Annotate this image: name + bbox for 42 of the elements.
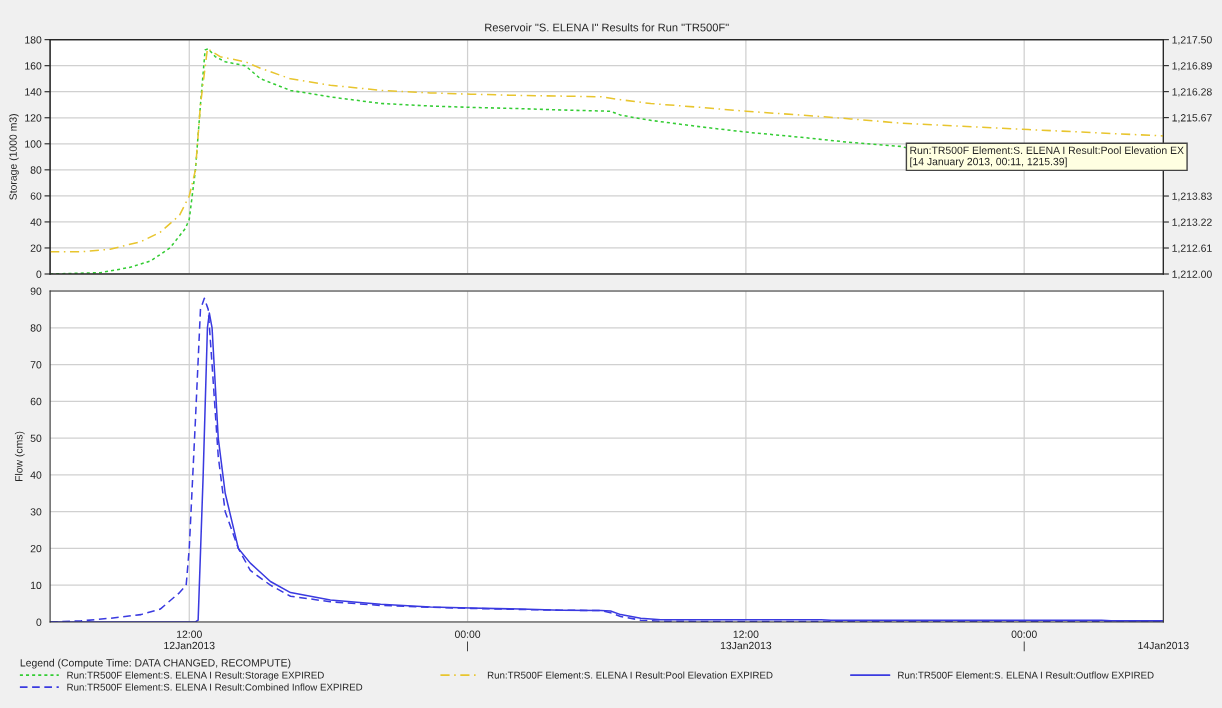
y-tick-label: 0 [36,270,42,278]
y2-tick-label: 1,215.67 [1172,114,1212,123]
legend-label: Run:TR500F Element:S. ELENA I Result:Outflow EXPIRED [898,671,1154,679]
y-tick-label: 100 [25,140,42,148]
y-tick-label: 40 [30,471,42,479]
y2-tick-label: 1,212.61 [1172,244,1212,254]
x-tick-label: 14Jan2013 [1138,641,1189,650]
legend-label: Run:TR500F Element:S. ELENA I Result:Combined Inflow EXPIRED [67,683,363,691]
y2-tick-label: 1,213.83 [1172,192,1212,202]
y-tick-label: 60 [30,192,42,200]
y-tick-label: 180 [25,36,42,44]
y-tick-label: 20 [30,244,42,252]
y2-tick-label: 1,216.89 [1172,62,1212,71]
x-tick-label: 12:00 12Jan2013 [164,630,215,650]
x-tick-label: 12:00 13Jan2013 [720,630,772,650]
y-tick-label: 80 [30,166,42,174]
legend-label: Run:TR500F Element:S. ELENA I Result:Storage EXPIRED [67,671,324,681]
y-tick-label: 140 [25,88,42,96]
y-tick-label: 50 [30,434,42,442]
y2-tick-label: 1,212.00 [1172,270,1212,280]
y2-tick-label: 1,213.22 [1172,218,1212,228]
x-tick-label: 00:00 | [1011,630,1037,652]
x-tick-label: 00:00 | [454,630,481,652]
y-axis-title: Flow (cms) [14,431,25,482]
y-tick-label: 30 [30,508,42,516]
y-tick-label: 80 [30,324,42,332]
chart-title: Reservoir "S. ELENA I" Results for Run "TR500F" [485,23,729,32]
legend-label: Run:TR500F Element:S. ELENA I Result:Pool Elevation EXPIRED [487,671,773,679]
y-tick-label: 90 [30,287,42,295]
y-tick-label: 0 [36,618,42,626]
y-tick-label: 70 [30,361,42,369]
y-axis-title: Storage (1000 m3) [9,114,19,200]
legend-title: Legend (Compute Time: DATA CHANGED, RECOMPUTE) [20,658,291,669]
y2-tick-label: 1,216.28 [1172,88,1212,97]
y-tick-label: 10 [30,581,42,590]
y-tick-label: 160 [25,62,42,70]
annotation: Run:TR500F Element:S. ELENA I Result:Pool Elevation EX [14 January 2013, 00:11, 1215.39] [910,146,1184,168]
y-tick-label: 40 [30,218,42,226]
y-tick-label: 20 [30,544,42,553]
y-tick-label: 60 [30,397,42,406]
y2-tick-label: 1,217.50 [1172,36,1212,45]
y-tick-label: 120 [25,114,42,122]
